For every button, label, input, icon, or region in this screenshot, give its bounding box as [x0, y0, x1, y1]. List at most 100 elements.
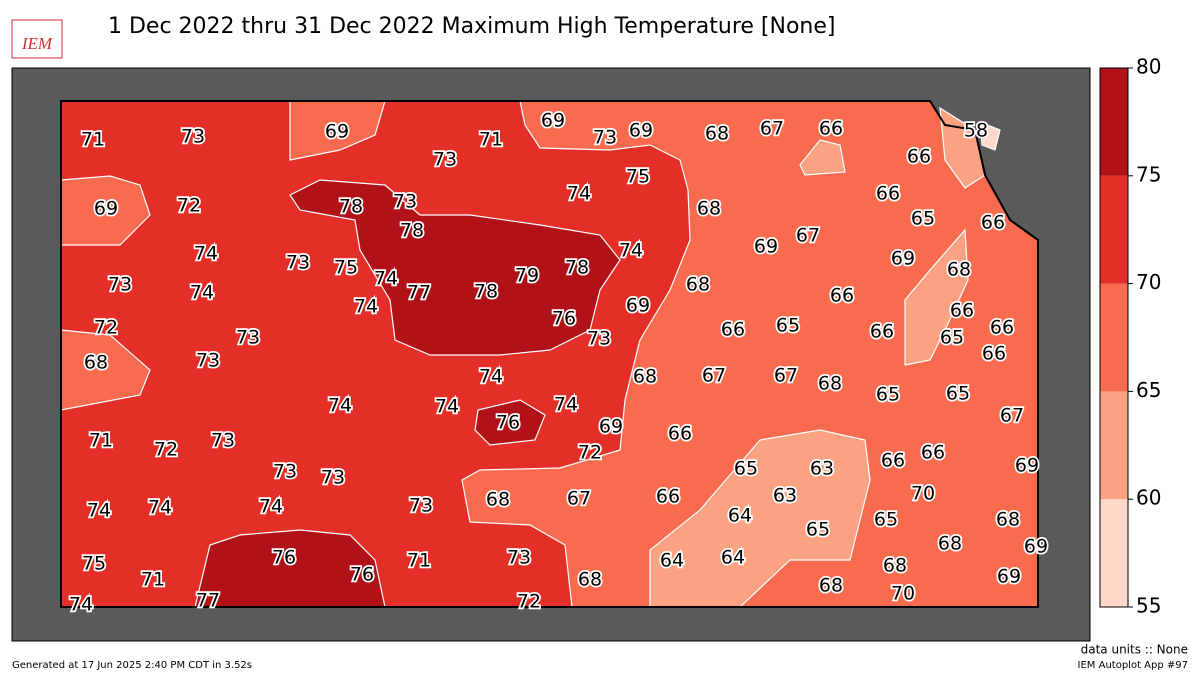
colorbar: 55 60 65 70 75 80: [1099, 55, 1161, 618]
station-value: 69: [1024, 536, 1048, 558]
station-value: 75: [82, 553, 106, 575]
station-value: 68: [686, 274, 710, 296]
station-value: 76: [552, 308, 576, 330]
region-60-65: [939, 106, 986, 189]
station-value: 66: [876, 183, 900, 205]
colorbar-tick-label: 75: [1136, 162, 1161, 186]
station-value: 66: [981, 212, 1005, 234]
station-value: 73: [507, 547, 531, 569]
station-value: 73: [286, 252, 310, 274]
station-value: 65: [806, 519, 830, 541]
station-value: 70: [891, 583, 915, 605]
station-value: 66: [921, 442, 945, 464]
station-value: 73: [409, 495, 433, 517]
station-value: 67: [760, 118, 784, 140]
station-value: 64: [721, 547, 745, 569]
station-value: 74: [479, 366, 503, 388]
colorbar-tick-label: 55: [1136, 594, 1161, 618]
station-value: 68: [819, 575, 843, 597]
station-value: 73: [108, 274, 132, 296]
station-value: 66: [950, 300, 974, 322]
station-value: 65: [734, 458, 758, 480]
station-value: 74: [69, 594, 93, 616]
station-value: 74: [435, 396, 459, 418]
colorbar-frame: [1099, 67, 1129, 608]
station-value: 78: [565, 257, 589, 279]
station-value: 78: [474, 281, 498, 303]
station-value: 68: [947, 259, 971, 281]
title: 1 Dec 2022 thru 31 Dec 2022 Maximum High…: [108, 14, 835, 39]
station-value: 68: [633, 366, 657, 388]
station-value: 73: [393, 191, 417, 213]
region-55-60: [979, 121, 1001, 151]
station-value: 67: [796, 225, 820, 247]
station-value: 74: [148, 497, 172, 519]
station-value: 74: [259, 496, 283, 518]
station-value: 66: [870, 321, 894, 343]
station-value: 71: [81, 129, 105, 151]
colorbar-tick-label: 60: [1136, 486, 1161, 510]
station-value: 73: [433, 149, 457, 171]
station-value: 77: [196, 590, 220, 612]
station-value: 65: [874, 509, 898, 531]
station-value: 71: [89, 430, 113, 452]
station-value: 74: [190, 282, 214, 304]
station-value: 66: [907, 146, 931, 168]
station-value: 66: [881, 450, 905, 472]
colorbar-swatch: [1100, 283, 1128, 392]
station-value: 76: [496, 412, 520, 434]
station-value: 64: [728, 505, 752, 527]
station-value: 65: [876, 384, 900, 406]
station-value: 73: [196, 350, 220, 372]
map: [60, 100, 1039, 608]
region-75-80: [474, 399, 546, 446]
colorbar-swatch: [1100, 391, 1128, 500]
station-value: 67: [774, 365, 798, 387]
station-value: 69: [325, 121, 349, 143]
station-value: 66: [990, 317, 1014, 339]
station-value: 66: [830, 285, 854, 307]
station-value: 76: [350, 564, 374, 586]
station-value: 69: [997, 566, 1021, 588]
station-value: 75: [626, 166, 650, 188]
footer-generated: Generated at 17 Jun 2025 2:40 PM CDT in …: [12, 660, 252, 671]
station-value: 66: [668, 423, 692, 445]
region-60-65: [904, 228, 969, 366]
station-value: 63: [810, 458, 834, 480]
station-value: 67: [1000, 405, 1024, 427]
station-value: 67: [567, 488, 591, 510]
logo-box: [11, 19, 63, 59]
station-value: 65: [911, 208, 935, 230]
station-value: 69: [541, 110, 565, 132]
station-value: 66: [656, 486, 680, 508]
colorbar-tick-label: 80: [1136, 55, 1161, 79]
station-value: 74: [374, 268, 398, 290]
state-border: [60, 100, 1039, 608]
station-value: 78: [400, 220, 424, 242]
station-value: 73: [273, 461, 297, 483]
region-75-80: [289, 179, 621, 356]
station-value: 70: [911, 483, 935, 505]
station-value: 69: [629, 120, 653, 142]
station-value: 69: [599, 416, 623, 438]
station-value: 69: [1015, 455, 1039, 477]
station-value: 68: [705, 123, 729, 145]
region-60-65: [649, 429, 871, 608]
station-value: 65: [776, 315, 800, 337]
station-value: 74: [567, 183, 591, 205]
station-value: 68: [486, 489, 510, 511]
station-value: 63: [773, 485, 797, 507]
colorbar-tick-label: 65: [1136, 378, 1161, 402]
station-value: 68: [818, 373, 842, 395]
station-value: 65: [946, 383, 970, 405]
footer-units: data units :: None: [1081, 643, 1188, 657]
region-60-65: [799, 139, 846, 176]
station-value: 76: [272, 547, 296, 569]
station-value: 72: [154, 439, 178, 461]
colorbar-swatch: [1100, 499, 1128, 607]
footer-app: IEM Autoplot App #97: [1078, 660, 1188, 671]
station-value: 73: [236, 327, 260, 349]
station-value: 69: [626, 295, 650, 317]
